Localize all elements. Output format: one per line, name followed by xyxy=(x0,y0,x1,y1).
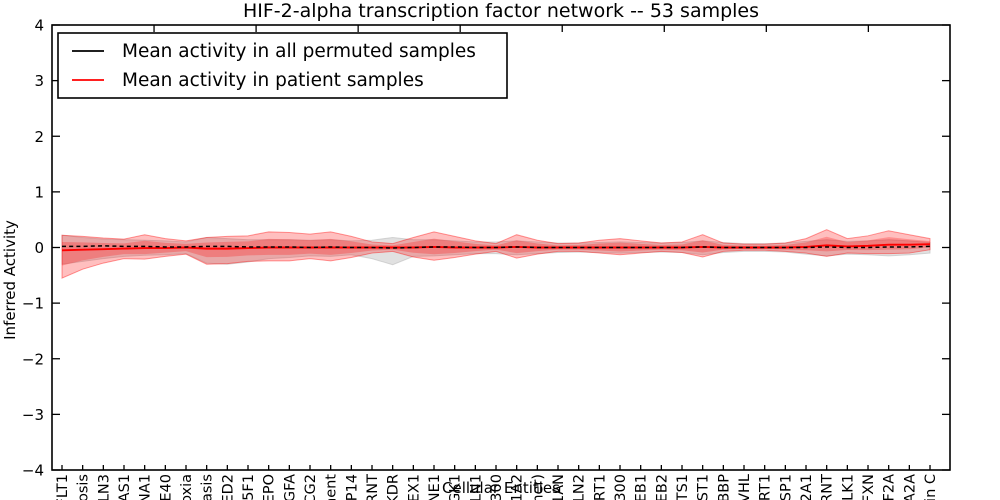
x-tick-label: BHLHE40 xyxy=(158,474,174,500)
x-tick-label: HIF2A/ARNT/SIRT1 xyxy=(592,474,608,500)
x-tick-label: SLC11A2 xyxy=(510,474,526,500)
permuted-mean-line xyxy=(62,245,931,249)
x-tick-label: HIF2A/ARNT xyxy=(820,474,836,500)
x-tick-label: HIF1AN xyxy=(551,474,567,500)
permuted-std-band xyxy=(61,234,931,266)
x-tick-label: MMP14 xyxy=(344,474,360,500)
patient-std-band-outer xyxy=(61,229,931,279)
x-tick-label: EGLN3 xyxy=(96,474,112,500)
x-tick-label: TCEB2 xyxy=(654,474,670,500)
patient-std-band-inner xyxy=(62,236,931,266)
x-tick-label: SLC2A1 xyxy=(799,474,815,500)
y-axis-label: Inferred Activity xyxy=(1,220,19,340)
y-tick-label: 1 xyxy=(34,183,44,201)
x-tick-label: EP300 xyxy=(489,474,505,500)
x-tick-label: EGLN1 xyxy=(468,474,484,500)
legend: Mean activity in all permuted samples Me… xyxy=(57,32,508,99)
x-tick-label: neuron apoptosis xyxy=(76,474,92,500)
x-tick-labels: FLT1 neuron apoptosisEGLN3 EPAS1 EFNA1BHLHE… xyxy=(55,474,939,500)
x-tick-label: ABCG2 xyxy=(303,474,319,500)
x-tick-label: SP1 xyxy=(778,474,794,500)
x-tick-label: ADORA2A xyxy=(902,474,918,500)
y-tick-label: 3 xyxy=(34,72,44,90)
x-tick-label: ARNT xyxy=(365,474,381,500)
x-tick-label: VEGFA xyxy=(282,474,298,500)
x-tick-label: ETS1 xyxy=(675,474,691,500)
series-lines-layer xyxy=(61,243,931,252)
x-tick-label: CREBBP xyxy=(716,474,732,500)
legend-label-permuted: Mean activity in all permuted samples xyxy=(122,41,476,62)
x-tick-label: TCEB1 xyxy=(634,474,650,500)
x-tick-label: ELK1 xyxy=(840,474,856,500)
x-tick-label: APEX1 xyxy=(406,474,422,500)
x-tick-label: FIH (dimer) xyxy=(530,474,546,500)
x-tick-label: KDR xyxy=(386,474,402,500)
x-tick-label: CITED2 xyxy=(220,474,236,500)
x-tick-label: oxygen homeostasis xyxy=(200,474,216,500)
y-tick-label: −1 xyxy=(22,295,44,313)
y-tick-label: −4 xyxy=(22,462,44,480)
x-tick-label: TWIST1 xyxy=(696,474,712,500)
ticks-layer xyxy=(52,24,950,471)
legend-label-patient: Mean activity in patient samples xyxy=(122,70,424,91)
bands-layer xyxy=(61,229,931,279)
x-axis-label: Cellular Entities xyxy=(442,479,560,497)
x-tick-label: PGK1 xyxy=(448,474,464,500)
x-tick-label: HIF2A/ARNT/Cbp/p300 xyxy=(613,474,629,500)
x-tick-label: VHL/Elongin B/Elongin C/HIF2A xyxy=(882,474,898,500)
x-tick-label: FXN xyxy=(861,474,877,500)
y-tick-label: −3 xyxy=(22,406,44,424)
x-tick-label: EPAS1 xyxy=(117,474,133,500)
x-tick-label: VHL/Elongin B/Elongin C xyxy=(923,474,939,500)
x-tick-label: EFNA1 xyxy=(138,474,154,500)
chart-title: HIF-2-alpha transcription factor network… xyxy=(243,0,759,22)
x-tick-label: EGLN2 xyxy=(572,474,588,500)
x-tick-label: SIRT1 xyxy=(758,474,774,500)
x-tick-label: germ cell development xyxy=(324,474,340,500)
x-tick-label: FLT1 xyxy=(55,474,71,500)
x-tick-label: EPO xyxy=(262,474,278,500)
x-tick-label: POU5F1 xyxy=(241,474,257,500)
y-tick-label: 2 xyxy=(34,128,44,146)
y-tick-label: 0 xyxy=(34,239,44,257)
x-tick-label: response to hypoxia xyxy=(179,474,195,500)
x-tick-label: VHL xyxy=(737,474,753,500)
y-tick-labels: 4 3 2 1 0 −1 −2 −3 −4 xyxy=(22,17,44,480)
y-tick-label: 4 xyxy=(34,17,44,35)
legend-box xyxy=(57,32,508,99)
x-tick-label: SERPINE1 xyxy=(427,474,443,500)
y-tick-label: −2 xyxy=(22,350,44,368)
